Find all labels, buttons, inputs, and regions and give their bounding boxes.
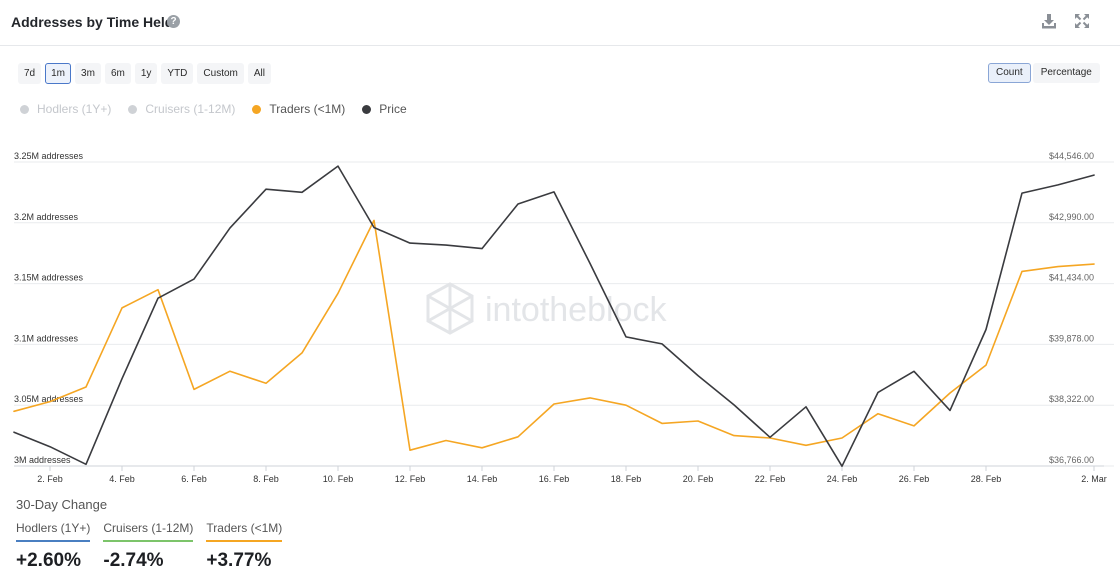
chart-legend: Hodlers (1Y+) Cruisers (1-12M) Traders (… bbox=[20, 102, 407, 116]
count-mode-button[interactable]: Count bbox=[988, 63, 1031, 83]
legend-item-price[interactable]: Price bbox=[362, 102, 407, 116]
y-right-tick-label: $44,546.00 bbox=[1049, 151, 1094, 161]
x-tick-label: 22. Feb bbox=[755, 474, 786, 484]
x-tick-label: 6. Feb bbox=[181, 474, 207, 484]
x-tick-label: 2. Mar bbox=[1081, 474, 1107, 484]
y-left-tick-label: 3.1M addresses bbox=[14, 333, 79, 343]
range-1m-button[interactable]: 1m bbox=[45, 63, 72, 84]
axis-layer: 3M addresses $36,766.00 3.05M addresses $38… bbox=[14, 151, 1107, 484]
x-tick-label: 10. Feb bbox=[323, 474, 354, 484]
legend-label: Cruisers (1-12M) bbox=[145, 102, 236, 116]
x-tick-label: 18. Feb bbox=[611, 474, 642, 484]
y-right-tick-label: $42,990.00 bbox=[1049, 212, 1094, 222]
range-7d-button[interactable]: 7d bbox=[18, 63, 42, 84]
change-label: Hodlers (1Y+) bbox=[16, 521, 91, 542]
chart-title: Addresses by Time Held bbox=[11, 14, 174, 30]
watermark: intotheblock bbox=[426, 282, 667, 335]
change-cruisers: Cruisers (1-12M) -2.74% bbox=[103, 521, 194, 572]
y-left-tick-label: 3.2M addresses bbox=[14, 212, 79, 222]
legend-dot bbox=[20, 104, 29, 114]
y-left-tick-label: 3.25M addresses bbox=[14, 151, 84, 161]
y-left-tick-label: 3.15M addresses bbox=[14, 273, 84, 283]
change-value: +3.77% bbox=[206, 550, 272, 571]
help-icon[interactable]: ? bbox=[167, 15, 180, 28]
percentage-mode-button[interactable]: Percentage bbox=[1032, 63, 1100, 83]
legend-dot bbox=[128, 104, 138, 114]
time-range-selector: 7d 1m 3m 6m 1y YTD Custom All bbox=[18, 63, 271, 84]
change-hodlers: Hodlers (1Y+) +2.60% bbox=[16, 521, 91, 572]
display-mode-toggle: Count Percentage bbox=[988, 63, 1100, 83]
change-label: Traders (<1M) bbox=[206, 521, 283, 542]
series-layer bbox=[13, 165, 1095, 468]
x-tick-label: 28. Feb bbox=[971, 474, 1002, 484]
fullscreen-icon[interactable] bbox=[1073, 12, 1091, 30]
chart-header: Addresses by Time Held ? bbox=[0, 0, 1120, 46]
y-right-tick-label: $39,878.00 bbox=[1049, 333, 1094, 343]
x-tick-label: 20. Feb bbox=[683, 474, 714, 484]
series-line-price[interactable] bbox=[13, 165, 1095, 468]
y-right-tick-label: $36,766.00 bbox=[1049, 455, 1094, 465]
legend-label: Traders (<1M) bbox=[269, 102, 346, 116]
x-tick-label: 4. Feb bbox=[109, 474, 135, 484]
range-all-button[interactable]: All bbox=[247, 63, 271, 84]
watermark-text: intotheblock bbox=[485, 291, 667, 329]
range-3m-button[interactable]: 3m bbox=[75, 63, 101, 84]
change-label: Cruisers (1-12M) bbox=[103, 521, 194, 542]
x-tick-label: 8. Feb bbox=[253, 474, 279, 484]
y-right-tick-label: $38,322.00 bbox=[1049, 394, 1094, 404]
legend-label: Price bbox=[379, 102, 407, 116]
series-line-traders-1m[interactable] bbox=[13, 219, 1095, 452]
range-ytd-button[interactable]: YTD bbox=[161, 63, 194, 84]
y-left-tick-label: 3M addresses bbox=[14, 455, 71, 465]
range-6m-button[interactable]: 6m bbox=[104, 63, 131, 84]
legend-dot bbox=[362, 104, 372, 114]
legend-dot bbox=[252, 104, 262, 114]
x-tick-label: 24. Feb bbox=[827, 474, 858, 484]
download-icon[interactable] bbox=[1040, 12, 1058, 30]
change-section-title: 30-Day Change bbox=[16, 497, 108, 512]
change-value: -2.74% bbox=[103, 550, 164, 571]
change-summary: Hodlers (1Y+) +2.60% Cruisers (1-12M) -2… bbox=[16, 521, 283, 572]
line-chart: intotheblock 3M addresses $36,766.00 3.05M… bbox=[13, 151, 1114, 484]
range-1y-button[interactable]: 1y bbox=[134, 63, 158, 84]
y-right-tick-label: $41,434.00 bbox=[1049, 273, 1094, 283]
legend-item-traders[interactable]: Traders (<1M) bbox=[252, 102, 345, 116]
x-tick-label: 26. Feb bbox=[899, 474, 930, 484]
y-left-tick-label: 3.05M addresses bbox=[14, 394, 84, 404]
x-tick-label: 12. Feb bbox=[395, 474, 426, 484]
range-custom-button[interactable]: Custom bbox=[197, 63, 244, 84]
legend-label: Hodlers (1Y+) bbox=[37, 102, 112, 116]
legend-item-cruisers[interactable]: Cruisers (1-12M) bbox=[128, 102, 235, 116]
change-value: +2.60% bbox=[16, 550, 81, 571]
legend-item-hodlers[interactable]: Hodlers (1Y+) bbox=[20, 102, 111, 116]
x-tick-label: 14. Feb bbox=[467, 474, 498, 484]
change-traders: Traders (<1M) +3.77% bbox=[206, 521, 283, 572]
x-tick-label: 2. Feb bbox=[37, 474, 63, 484]
x-tick-label: 16. Feb bbox=[539, 474, 570, 484]
